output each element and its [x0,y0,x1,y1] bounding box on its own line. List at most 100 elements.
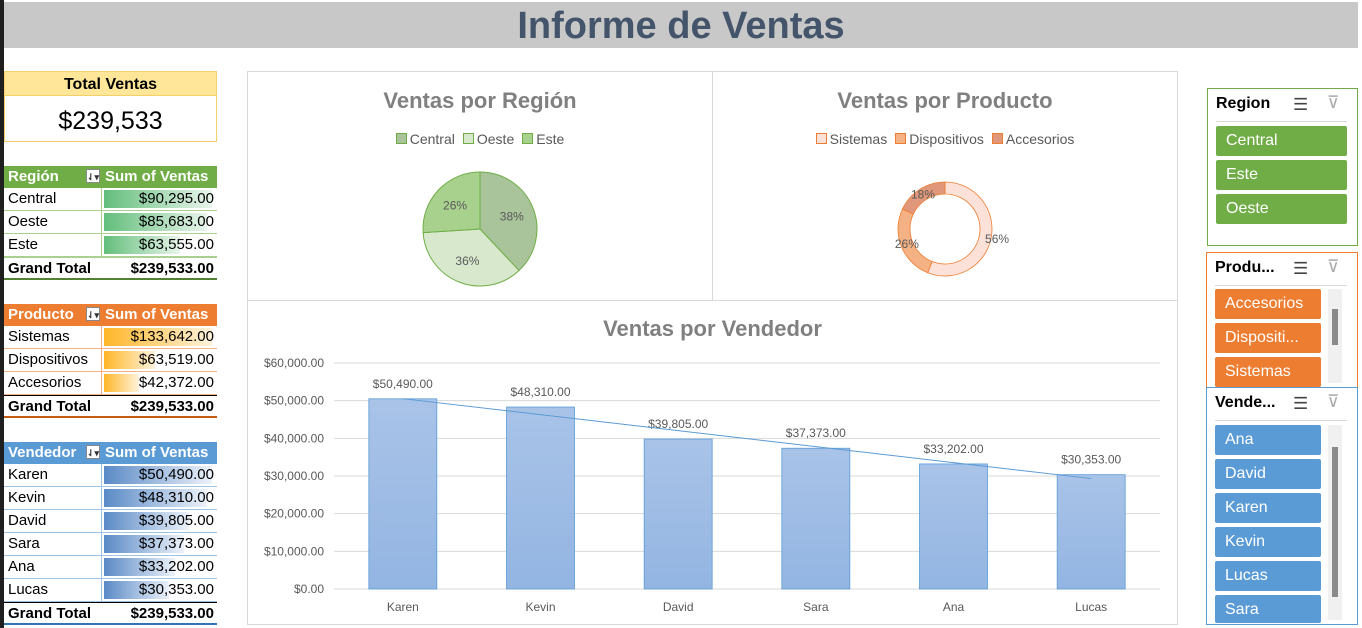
y-tick-label: $40,000.00 [264,431,324,445]
clear-filter-icon[interactable]: ⊽ [1327,93,1340,112]
slicer-item[interactable]: Sara [1215,595,1321,623]
pie-slice-este[interactable] [422,171,481,234]
chart-region[interactable]: Ventas por Región Central Oeste Este 38% 36… [247,71,713,301]
legend-item[interactable]: Accesorios [991,131,1074,147]
pie-slice-oeste[interactable] [422,228,520,287]
legend-item[interactable]: Sistemas [815,131,888,147]
legend-swatch [462,133,474,144]
slicer-item[interactable]: Karen [1215,493,1321,523]
pivot-row-label: Sara [4,533,102,555]
pivot-row-label: Accesorios [4,372,102,394]
pivot-value-header[interactable]: Sum of Ventas [105,168,209,185]
chart-vendedor-plot: $0.00 $10,000.00 $20,000.00 $30,000.00 $40,0… [264,356,1160,614]
title-banner: Informe de Ventas [4,2,1358,48]
data-bar [104,512,190,530]
clear-filter-icon[interactable]: ⊽ [1327,257,1340,276]
bar-data-label: $39,805.00 [648,417,708,431]
legend-item[interactable]: Este [522,131,564,147]
bar-david[interactable] [643,438,713,590]
grand-total-value: $239,533.00 [130,605,214,622]
legend-item[interactable]: Dispositivos [895,131,984,147]
bar-sara[interactable] [781,447,851,590]
pivot-row-header[interactable]: Vendedor ⇃▾ [8,444,100,461]
slicer-item[interactable]: Kevin [1215,527,1321,557]
bar-data-label: $33,202.00 [923,442,983,456]
multi-select-icon[interactable]: ☰ [1293,259,1309,278]
pivot-table-region[interactable]: Región ⇃▾ Sum of Ventas Central $90,295.00 Oe… [4,166,217,280]
pivot-row[interactable]: Sistemas $133,642.00 [4,326,217,349]
filter-dropdown-icon[interactable]: ⇃▾ [86,307,100,321]
chart-region-plot: 38% 36% 26% [422,171,538,287]
legend-label: Sistemas [829,131,888,147]
x-tick-label: Ana [943,600,965,614]
chart-producto[interactable]: Ventas por Producto Sistemas Dispositivos… [712,71,1178,301]
pivot-row[interactable]: Lucas $30,353.00 [4,579,217,602]
bar-ana[interactable] [919,463,988,590]
donut-slice-sistemas[interactable] [927,181,993,277]
grand-total-label: Grand Total [8,260,92,277]
pivot-row[interactable]: Ana $33,202.00 [4,556,217,579]
y-tick-label: $50,000.00 [264,394,324,408]
pivot-row-header[interactable]: Región ⇃▾ [8,168,100,185]
legend-item[interactable]: Oeste [462,131,514,147]
bar-karen[interactable] [368,398,438,590]
grand-total-label: Grand Total [8,398,92,415]
filter-dropdown-icon[interactable]: ⇃▾ [86,169,100,183]
slicer-scroll-thumb[interactable] [1332,447,1338,597]
slicer-vendedor[interactable]: Vende... ☰ ⊽ Ana David Karen Kevin Lucas Sara [1206,387,1358,625]
slicer-item[interactable]: Este [1216,160,1347,190]
pivot-row-label: Ana [4,556,102,578]
chart-producto-legend: Sistemas Dispositivos Accesorios [713,131,1177,147]
pie-data-label: 26% [443,199,467,213]
legend-label: Central [409,131,455,147]
donut-slice-accesorios[interactable] [901,181,946,215]
legend-item[interactable]: Central [395,131,455,147]
slicer-item[interactable]: Oeste [1216,194,1347,224]
pivot-table-producto[interactable]: Producto ⇃▾ Sum of Ventas Sistemas $133,642.… [4,304,217,418]
filter-dropdown-icon[interactable]: ⇃▾ [86,445,100,459]
pivot-value-header[interactable]: Sum of Ventas [105,444,209,461]
slicer-scroll-thumb[interactable] [1332,309,1338,345]
pivot-value-text: $90,295.00 [138,190,214,207]
pivot-row-header[interactable]: Producto ⇃▾ [8,306,100,323]
slicer-item[interactable]: David [1215,459,1321,489]
slicer-scrollbar[interactable] [1328,425,1342,620]
multi-select-icon[interactable]: ☰ [1293,95,1309,114]
pivot-row-value: $39,805.00 [102,510,217,532]
pivot-row[interactable]: Central $90,295.00 [4,188,217,211]
pivot-value-header[interactable]: Sum of Ventas [105,306,209,323]
slicer-item[interactable]: Central [1216,126,1347,156]
slicer-item[interactable]: Dispositi... [1215,323,1321,353]
slicer-item[interactable]: Lucas [1215,561,1321,591]
slicer-item[interactable]: Sistemas [1215,357,1321,387]
bar-lucas[interactable] [1056,474,1126,590]
slicer-region[interactable]: Region ☰ ⊽ Central Este Oeste [1207,88,1358,246]
clear-filter-icon[interactable]: ⊽ [1327,392,1340,411]
pie-slice-central[interactable] [479,171,538,272]
slicer-scrollbar[interactable] [1328,289,1342,383]
pivot-row[interactable]: Karen $50,490.00 [4,464,217,487]
slicer-producto[interactable]: Produ... ☰ ⊽ Accesorios Dispositi... Sistemas [1206,252,1358,388]
chart-vendedor[interactable]: Ventas por Vendedor $0.00 $10,000.00 $20,0… [247,300,1178,625]
grand-total-value: $239,533.00 [130,260,214,277]
pivot-row[interactable]: Accesorios $42,372.00 [4,372,217,395]
pivot-row[interactable]: Kevin $48,310.00 [4,487,217,510]
pivot-header-row: Producto ⇃▾ Sum of Ventas [4,304,217,326]
pivot-row[interactable]: Oeste $85,683.00 [4,211,217,234]
pivot-row[interactable]: Dispositivos $63,519.00 [4,349,217,372]
chart-vendedor-title: Ventas por Vendedor [603,316,822,341]
pivot-table-vendedor[interactable]: Vendedor ⇃▾ Sum of Ventas Karen $50,490.00 Ke… [4,442,217,625]
pivot-row[interactable]: Sara $37,373.00 [4,533,217,556]
pivot-grand-total-row: Grand Total $239,533.00 [4,257,217,280]
multi-select-icon[interactable]: ☰ [1293,394,1309,413]
pivot-row[interactable]: Este $63,555.00 [4,234,217,257]
bar-kevin[interactable] [506,406,575,590]
pie-data-label: 36% [455,254,479,268]
pivot-row-value: $90,295.00 [102,188,217,210]
total-sales-value[interactable]: $239,533 [4,96,217,142]
slicer-item[interactable]: Ana [1215,425,1321,455]
pivot-row-value: $50,490.00 [102,464,217,486]
slicer-item[interactable]: Accesorios [1215,289,1321,319]
pivot-value-text: $63,519.00 [138,351,214,368]
pivot-row[interactable]: David $39,805.00 [4,510,217,533]
